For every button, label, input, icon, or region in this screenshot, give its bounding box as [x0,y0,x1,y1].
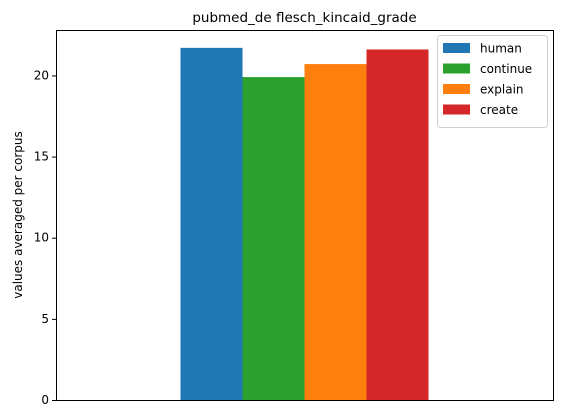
legend-label-explain: explain [480,83,524,97]
bar-human [180,47,243,400]
bar-create [366,49,429,400]
chart-title: pubmed_de flesch_kincaid_grade [192,10,416,26]
y-tick-label: 0 [41,393,49,407]
plot-frame [56,30,554,401]
legend-label-human: human [480,42,522,56]
bar-continue [242,77,305,400]
legend-label-create: create [480,103,518,117]
legend-swatch-continue [443,63,470,74]
legend-swatch-human [443,43,470,53]
y-tick-label: 15 [34,150,49,164]
bar-explain [304,64,367,400]
y-tick-label: 5 [41,312,49,326]
legend-label-continue: continue [480,62,532,76]
y-tick-label: 10 [34,231,49,245]
legend: human continue explain create [437,35,548,128]
y-axis-ticks: 0 5 10 15 20 [34,68,56,407]
legend-swatch-create [443,104,470,115]
legend-swatch-explain [443,84,470,94]
bars [180,47,429,400]
y-axis-label: values averaged per corpus [11,131,25,299]
y-tick-label: 20 [34,68,49,82]
